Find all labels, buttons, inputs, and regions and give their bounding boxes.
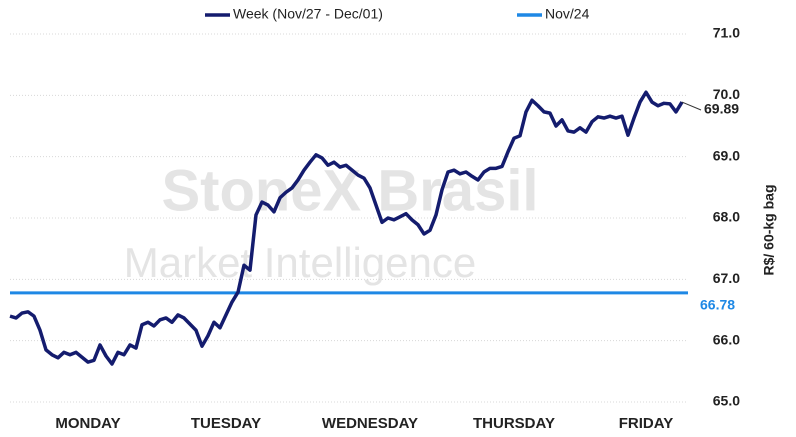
end-value-label: 69.89	[704, 101, 739, 117]
x-tick-label: THURSDAY	[473, 415, 555, 432]
y-tick-label: 69.0	[713, 147, 740, 163]
y-tick-label: 66.0	[713, 331, 740, 347]
y-tick-label: 68.0	[713, 209, 740, 225]
y-axis-label: R$/ 60-kg bag	[761, 184, 777, 275]
legend-label: Nov/24	[545, 6, 590, 22]
watermark: Market Intelligence	[124, 239, 477, 286]
data-line	[9, 90, 684, 366]
y-tick-label: 71.0	[713, 25, 740, 41]
legend-label: Week (Nov/27 - Dec/01)	[233, 6, 383, 22]
x-tick-label: WEDNESDAY	[322, 415, 418, 432]
y-tick-label: 67.0	[713, 270, 740, 286]
x-tick-label: FRIDAY	[619, 415, 673, 432]
x-tick-label: TUESDAY	[191, 415, 261, 432]
reference-label: 66.78	[700, 297, 735, 313]
y-tick-label: 65.0	[713, 393, 740, 409]
end-label-leader	[681, 101, 702, 111]
x-tick-label: MONDAY	[55, 415, 120, 432]
y-tick-label: 70.0	[713, 86, 740, 102]
